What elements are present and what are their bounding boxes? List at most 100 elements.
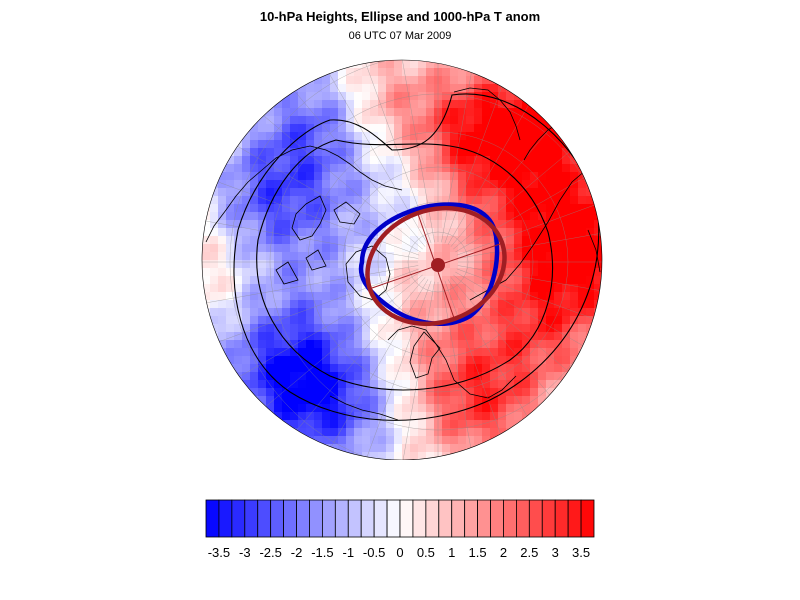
anomaly-cell bbox=[418, 260, 427, 269]
anomaly-cell bbox=[250, 196, 259, 205]
anomaly-cell bbox=[338, 412, 347, 421]
anomaly-cell bbox=[426, 428, 435, 437]
anomaly-cell bbox=[514, 356, 523, 365]
anomaly-cell bbox=[290, 364, 299, 373]
anomaly-cell bbox=[466, 116, 475, 125]
anomaly-cell bbox=[578, 284, 587, 293]
anomaly-cell bbox=[498, 276, 507, 285]
anomaly-cell bbox=[410, 164, 419, 173]
anomaly-cell bbox=[538, 244, 547, 253]
anomaly-cell bbox=[290, 92, 299, 101]
anomaly-cell bbox=[418, 84, 427, 93]
anomaly-cell bbox=[586, 244, 595, 253]
anomaly-cell bbox=[578, 252, 587, 261]
anomaly-cell bbox=[570, 308, 579, 317]
anomaly-cell bbox=[570, 180, 579, 189]
anomaly-cell bbox=[562, 148, 571, 157]
anomaly-cell bbox=[394, 244, 403, 253]
anomaly-cell bbox=[242, 300, 251, 309]
anomaly-cell bbox=[298, 348, 307, 357]
anomaly-cell bbox=[226, 204, 235, 213]
anomaly-cell bbox=[490, 244, 499, 253]
anomaly-cell bbox=[378, 252, 387, 261]
anomaly-cell bbox=[266, 212, 275, 221]
coastline-arctic-islands bbox=[275, 201, 361, 285]
anomaly-cell bbox=[570, 332, 579, 341]
anomaly-cell bbox=[418, 404, 427, 413]
anomaly-cell bbox=[386, 276, 395, 285]
anomaly-cell bbox=[306, 396, 315, 405]
anomaly-cell bbox=[378, 292, 387, 301]
anomaly-cell bbox=[354, 420, 363, 429]
anomaly-cell bbox=[354, 92, 363, 101]
anomaly-cell bbox=[570, 260, 579, 269]
anomaly-cell bbox=[378, 420, 387, 429]
anomaly-cell bbox=[370, 372, 379, 381]
anomaly-cell bbox=[562, 292, 571, 301]
anomaly-cell bbox=[298, 356, 307, 365]
anomaly-cell bbox=[234, 300, 243, 309]
anomaly-cell bbox=[498, 364, 507, 373]
anomaly-cell bbox=[258, 212, 267, 221]
anomaly-cell bbox=[562, 260, 571, 269]
anomaly-cell bbox=[370, 68, 379, 77]
anomaly-cell bbox=[322, 204, 331, 213]
anomaly-cell bbox=[490, 404, 499, 413]
anomaly-cell bbox=[306, 300, 315, 309]
anomaly-cell bbox=[434, 324, 443, 333]
anomaly-cell bbox=[370, 284, 379, 293]
anomaly-cell bbox=[298, 180, 307, 189]
anomaly-cell bbox=[362, 188, 371, 197]
anomaly-cell bbox=[346, 420, 355, 429]
meridian-line bbox=[232, 60, 426, 247]
anomaly-cell bbox=[418, 228, 427, 237]
anomaly-cell bbox=[282, 260, 291, 269]
anomaly-cell bbox=[482, 380, 491, 389]
anomaly-cell bbox=[386, 148, 395, 157]
anomaly-cell bbox=[266, 116, 275, 125]
meridian-line bbox=[450, 60, 602, 247]
anomaly-cell bbox=[418, 188, 427, 197]
anomaly-cell bbox=[394, 340, 403, 349]
anomaly-cell bbox=[386, 100, 395, 109]
anomaly-cell bbox=[210, 308, 219, 317]
anomaly-cell bbox=[554, 204, 563, 213]
anomaly-cell bbox=[378, 332, 387, 341]
anomaly-cell bbox=[394, 300, 403, 309]
anomaly-cell bbox=[314, 340, 323, 349]
anomaly-cell bbox=[298, 252, 307, 261]
anomaly-cell bbox=[442, 364, 451, 373]
anomaly-cell bbox=[410, 452, 419, 460]
anomaly-cell bbox=[426, 260, 435, 269]
anomaly-cell bbox=[250, 180, 259, 189]
anomaly-cell bbox=[370, 84, 379, 93]
anomaly-cell bbox=[490, 340, 499, 349]
anomaly-cell bbox=[514, 276, 523, 285]
anomaly-cell bbox=[442, 92, 451, 101]
anomaly-cell bbox=[306, 276, 315, 285]
anomaly-cell bbox=[530, 308, 539, 317]
anomaly-cell bbox=[514, 148, 523, 157]
colorbar-box bbox=[373, 499, 388, 538]
anomaly-cell bbox=[498, 428, 507, 437]
anomaly-cell bbox=[346, 188, 355, 197]
anomaly-cell bbox=[338, 164, 347, 173]
anomaly-cell bbox=[482, 388, 491, 397]
anomaly-cell bbox=[466, 220, 475, 229]
anomaly-cell bbox=[242, 228, 251, 237]
anomaly-cell bbox=[578, 244, 587, 253]
anomaly-cell bbox=[290, 156, 299, 165]
anomaly-cell bbox=[378, 92, 387, 101]
anomaly-cell bbox=[434, 348, 443, 357]
anomaly-cell bbox=[570, 196, 579, 205]
anomaly-cell bbox=[234, 236, 243, 245]
anomaly-cell bbox=[298, 116, 307, 125]
anomaly-cell bbox=[346, 132, 355, 141]
anomaly-cell bbox=[410, 60, 419, 69]
anomaly-cell bbox=[450, 212, 459, 221]
anomaly-cell bbox=[346, 444, 355, 453]
anomaly-cell bbox=[298, 108, 307, 117]
anomaly-cell bbox=[530, 300, 539, 309]
anomaly-cell bbox=[546, 276, 555, 285]
anomaly-cell bbox=[282, 116, 291, 125]
